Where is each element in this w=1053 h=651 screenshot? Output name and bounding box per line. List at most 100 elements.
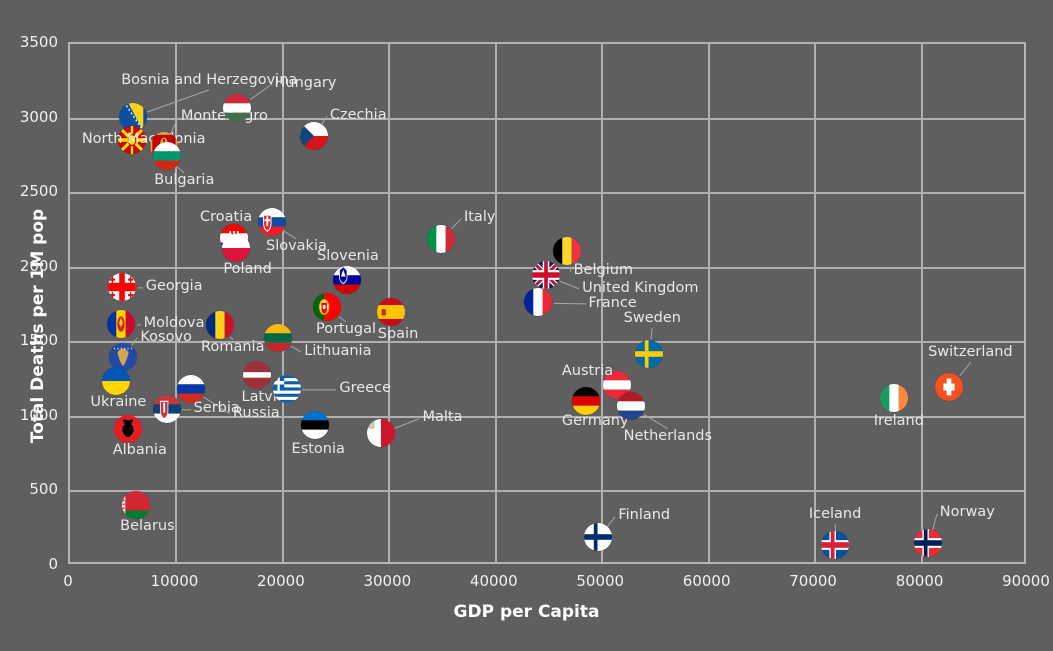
y-gridline [70, 192, 1024, 195]
data-point-georgia[interactable] [108, 272, 137, 301]
data-point-united-kingdom[interactable] [531, 260, 560, 289]
point-label: France [588, 294, 637, 311]
data-point-italy[interactable] [426, 224, 455, 253]
x-tick-label: 70000 [789, 572, 837, 590]
x-tick-label: 30000 [363, 572, 412, 590]
data-point-ukraine[interactable] [101, 366, 130, 395]
point-label: Italy [463, 209, 496, 226]
x-tick-label: 50000 [576, 572, 625, 590]
label-leader-line [834, 523, 836, 531]
x-tick-label: 10000 [150, 572, 199, 590]
x-gridline [707, 44, 710, 562]
data-point-estonia[interactable] [300, 411, 329, 440]
x-tick-label: 0 [63, 572, 73, 590]
point-label: Hungary [274, 74, 337, 91]
x-tick-label: 90000 [1002, 572, 1050, 590]
point-label: Kosovo [140, 328, 192, 345]
point-label: Serbia [193, 400, 240, 417]
point-label: Iceland [808, 505, 862, 522]
point-label: Austria [561, 363, 614, 380]
y-tick-label: 3000 [19, 107, 58, 126]
point-label: Moldova [143, 315, 205, 332]
data-point-greece[interactable] [273, 374, 302, 403]
point-label: Poland [223, 260, 272, 277]
x-gridline [920, 44, 923, 562]
label-leader-line [137, 286, 143, 288]
y-tick-label: 1500 [19, 331, 58, 350]
data-point-iceland[interactable] [821, 530, 850, 559]
data-point-sweden[interactable] [635, 339, 664, 368]
label-leader-line [569, 266, 572, 272]
data-point-poland[interactable] [222, 233, 251, 262]
y-tick-label: 500 [29, 480, 58, 499]
point-label: Malta [422, 409, 463, 426]
data-point-ireland[interactable] [880, 384, 908, 413]
data-point-belgium[interactable] [553, 236, 582, 265]
point-label: Ireland [873, 413, 924, 430]
y-gridline [70, 341, 1024, 344]
data-point-serbia[interactable] [152, 394, 181, 423]
point-label: Spain [377, 325, 419, 342]
x-gridline [494, 44, 497, 562]
data-point-romania[interactable] [206, 310, 235, 339]
y-tick-label: 1000 [19, 405, 58, 424]
data-point-bulgaria[interactable] [152, 142, 181, 171]
x-tick-label: 20000 [257, 572, 305, 590]
label-leader-line [181, 408, 191, 411]
data-point-north-macedonia[interactable] [117, 125, 146, 154]
data-point-portugal[interactable] [312, 293, 341, 322]
x-axis-title: GDP per Capita [453, 602, 600, 622]
x-gridline [814, 44, 817, 562]
label-leader-line [136, 323, 141, 326]
y-tick-label: 0 [48, 555, 58, 573]
data-point-czechia[interactable] [299, 121, 328, 150]
data-point-albania[interactable] [113, 415, 142, 444]
data-point-malta[interactable] [366, 418, 395, 447]
data-point-russia[interactable] [177, 374, 206, 403]
point-label: Russia [232, 404, 280, 421]
point-label: Germany [561, 413, 629, 430]
x-gridline [175, 44, 178, 562]
point-label: Sweden [623, 310, 681, 327]
point-label: Slovakia [265, 237, 327, 254]
data-point-latvia[interactable] [243, 361, 272, 390]
x-tick-label: 40000 [469, 572, 518, 590]
data-point-netherlands[interactable] [617, 391, 646, 420]
point-label: Greece [339, 380, 392, 397]
data-point-finland[interactable] [584, 523, 613, 552]
y-tick-label: 2000 [19, 256, 58, 275]
data-point-spain[interactable] [376, 297, 405, 326]
point-label: Ukraine [90, 394, 147, 411]
point-label: Albania [112, 442, 167, 459]
point-label: Belgium [573, 262, 634, 279]
point-label: Lithuania [304, 342, 372, 359]
data-point-moldova[interactable] [107, 309, 136, 338]
y-gridline [70, 490, 1024, 493]
x-tick-label: 80000 [895, 572, 944, 590]
data-point-norway[interactable] [914, 529, 943, 558]
point-label: Slovenia [317, 248, 379, 265]
label-leader-line [302, 388, 337, 391]
data-point-germany[interactable] [572, 387, 601, 416]
data-point-slovakia[interactable] [258, 208, 287, 237]
point-label: Croatia [199, 208, 253, 225]
point-label: Georgia [145, 278, 203, 295]
data-point-slovenia[interactable] [332, 265, 361, 294]
point-label: Norway [939, 504, 995, 521]
y-tick-label: 2500 [19, 182, 58, 201]
y-gridline [70, 117, 1024, 120]
data-point-france[interactable] [524, 288, 553, 317]
point-label: Bosnia and Herzegovina [121, 72, 298, 89]
point-label: Czechia [329, 106, 387, 123]
y-gridline [70, 415, 1024, 418]
point-label: Portugal [316, 321, 377, 338]
point-label: Bulgaria [154, 172, 215, 189]
data-point-switzerland[interactable] [935, 373, 964, 402]
x-gridline [281, 44, 284, 562]
data-point-hungary[interactable] [223, 93, 252, 122]
x-gridline [601, 44, 604, 562]
point-label: Belarus [120, 518, 175, 535]
data-point-lithuania[interactable] [263, 324, 292, 353]
data-point-belarus[interactable] [122, 491, 151, 520]
